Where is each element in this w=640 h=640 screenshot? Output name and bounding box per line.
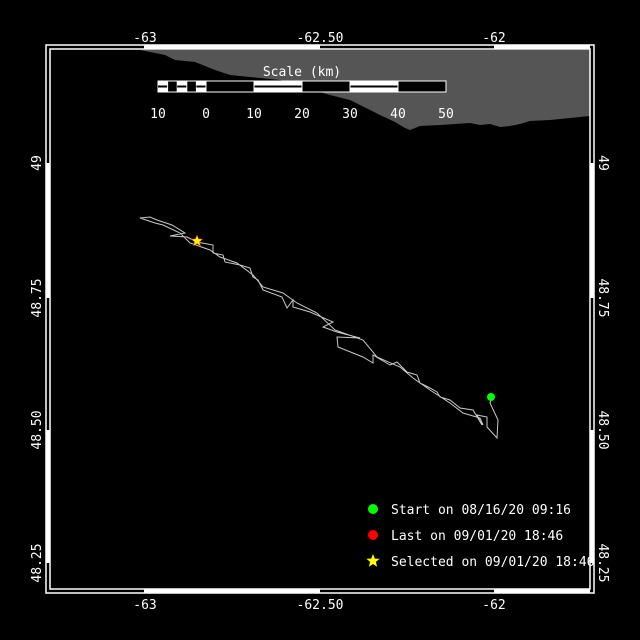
scale-label: 10 [150, 107, 166, 122]
map-frame [45, 44, 595, 594]
frame-band [144, 45, 320, 49]
scale-label: 50 [438, 107, 454, 122]
scale-segment-stripe [177, 85, 187, 88]
x-tick-bottom: -63 [133, 598, 156, 613]
frame-band [590, 163, 594, 298]
legend-start-label: Start on 08/16/20 09:16 [391, 503, 571, 518]
track-line [139, 216, 499, 440]
scale-label: 20 [294, 107, 310, 122]
y-tick-right: 49 [595, 155, 610, 171]
x-tick-bottom: -62 [482, 598, 505, 613]
frame-band [144, 589, 320, 593]
frame-band [590, 430, 594, 563]
scale-bar: Scale (km) 10 0 10 20 30 40 50 [150, 65, 454, 122]
selected-star-icon[interactable] [190, 234, 204, 247]
y-tick-left: 49 [30, 155, 45, 171]
frame-band [46, 430, 50, 563]
scale-segment-stripe [158, 85, 168, 88]
scale-segment-stripe [196, 85, 206, 88]
scale-title: Scale (km) [263, 65, 341, 80]
frame-band [46, 163, 50, 298]
y-tick-left: 48.50 [30, 410, 45, 449]
start-legend-icon [368, 504, 378, 514]
x-tick-bottom: -62.50 [297, 598, 344, 613]
legend-selected-label: Selected on 09/01/20 18:46 [391, 555, 595, 570]
legend: Start on 08/16/20 09:16 Last on 09/01/20… [366, 503, 595, 570]
scale-label: 30 [342, 107, 358, 122]
x-tick-top: -63 [133, 31, 156, 46]
legend-last-label: Last on 09/01/20 18:46 [391, 529, 563, 544]
scale-label: 40 [390, 107, 406, 122]
scale-label: 10 [246, 107, 262, 122]
y-tick-right: 48.50 [595, 410, 610, 449]
x-tick-top: -62 [482, 31, 505, 46]
x-tick-top: -62.50 [297, 31, 344, 46]
y-tick-left: 48.75 [30, 278, 45, 317]
last-legend-icon [368, 530, 378, 540]
start-marker[interactable] [487, 393, 495, 401]
y-tick-left: 48.25 [30, 543, 45, 582]
frame-band [494, 589, 590, 593]
frame-band [494, 45, 590, 49]
scale-label: 0 [202, 107, 210, 122]
scale-segment-stripe [254, 85, 302, 88]
y-tick-right: 48.25 [595, 543, 610, 582]
y-tick-right: 48.75 [595, 278, 610, 317]
scale-segment-stripe [350, 85, 398, 88]
selected-legend-star-icon [366, 554, 380, 567]
